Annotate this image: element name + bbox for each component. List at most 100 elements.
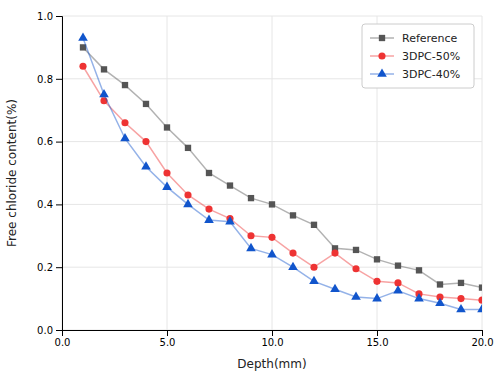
point (373, 278, 380, 285)
point (331, 250, 338, 257)
point (393, 285, 403, 293)
tick-mark (56, 204, 62, 205)
point (120, 133, 130, 141)
point (164, 124, 170, 130)
grid-line (62, 141, 482, 142)
point (372, 293, 382, 301)
tick-mark (56, 16, 62, 17)
point (457, 295, 464, 302)
point (206, 170, 212, 176)
plot: 0.0 5.0 10.0 15.0 20.0 0.0 0.2 0.4 0.6 0.8 1.0 Refe… (37, 11, 494, 348)
tick: 5.0 (160, 330, 176, 348)
series-line (83, 38, 482, 310)
point (477, 304, 482, 312)
point (456, 304, 466, 312)
point (185, 145, 191, 151)
tick-label: 5.0 (160, 337, 176, 348)
point (101, 66, 107, 72)
tick-label: 0.4 (37, 199, 53, 210)
tick-mark (56, 142, 62, 143)
point (141, 161, 151, 169)
y-axis: 0.0 0.2 0.4 0.6 0.8 1.0 (37, 11, 62, 336)
legend-label: 3DPC-40% (402, 68, 460, 81)
point (163, 169, 170, 176)
point (310, 264, 317, 271)
point (184, 191, 191, 198)
tick-mark (56, 330, 62, 331)
tick-label: 1.0 (37, 11, 53, 22)
tick-label: 10.0 (261, 337, 283, 348)
legend-symbol (379, 35, 385, 41)
legend-label: Reference (402, 32, 458, 45)
legend: Reference 3DPC-50% 3DPC-40% (362, 24, 474, 88)
point (311, 222, 317, 228)
point (330, 284, 340, 292)
tick-label: 0.6 (37, 136, 53, 147)
point (478, 297, 482, 304)
point (225, 216, 235, 224)
tick-label: 0.0 (37, 325, 53, 336)
grid (62, 16, 482, 330)
legend-item: Reference (370, 32, 458, 45)
point (142, 138, 149, 145)
point (78, 32, 88, 40)
x-axis: 0.0 5.0 10.0 15.0 20.0 (55, 330, 494, 348)
tick: 0.4 (37, 199, 62, 210)
point (290, 212, 296, 218)
point (414, 293, 424, 301)
point (267, 249, 277, 257)
tick: 0.0 (55, 330, 71, 348)
point (458, 280, 464, 286)
point (122, 82, 128, 88)
tick-mark (56, 267, 62, 268)
tick-mark (482, 330, 483, 336)
x-axis-title: Depth(mm) (237, 357, 306, 371)
point (246, 243, 256, 251)
tick-mark (272, 330, 273, 336)
point (143, 101, 149, 107)
tick: 20.0 (471, 330, 493, 348)
point (162, 182, 172, 190)
axis-line (56, 17, 63, 331)
point (248, 195, 254, 201)
point (352, 265, 359, 272)
point (288, 262, 298, 270)
tick: 10.0 (261, 330, 283, 348)
point (183, 199, 193, 207)
tick-label: 0.2 (37, 262, 53, 273)
tick-label: 0.8 (37, 74, 53, 85)
point (205, 206, 212, 213)
point (353, 247, 359, 253)
point (269, 201, 275, 207)
point (435, 298, 445, 306)
legend-label: 3DPC-50% (402, 50, 460, 63)
point (247, 232, 254, 239)
tick-mark (167, 330, 168, 336)
grid-line (482, 16, 483, 330)
grid-line (272, 16, 273, 330)
y-axis-title: Free chloride content(%) (5, 99, 19, 247)
chart: 0.0 5.0 10.0 15.0 20.0 0.0 0.2 0.4 0.6 0.8 1.0 Refe… (0, 0, 500, 378)
point (289, 250, 296, 257)
tick-label: 15.0 (366, 337, 388, 348)
point (268, 234, 275, 241)
point (479, 284, 482, 290)
tick: 0.6 (37, 136, 62, 147)
legend-item: 3DPC-50% (370, 50, 460, 63)
legend-symbol (377, 68, 387, 76)
tick-label: 0.0 (55, 337, 71, 348)
tick: 0.0 (37, 325, 62, 336)
point (351, 291, 361, 299)
point (79, 63, 86, 70)
point (309, 276, 319, 284)
point (395, 262, 401, 268)
legend-symbol (378, 52, 385, 59)
tick: 0.2 (37, 262, 62, 273)
tick-mark (377, 330, 378, 336)
tick: 15.0 (366, 330, 388, 348)
tick-mark (56, 79, 62, 80)
point (416, 267, 422, 273)
axis-line (63, 331, 483, 337)
point (374, 256, 380, 262)
point (437, 281, 443, 287)
